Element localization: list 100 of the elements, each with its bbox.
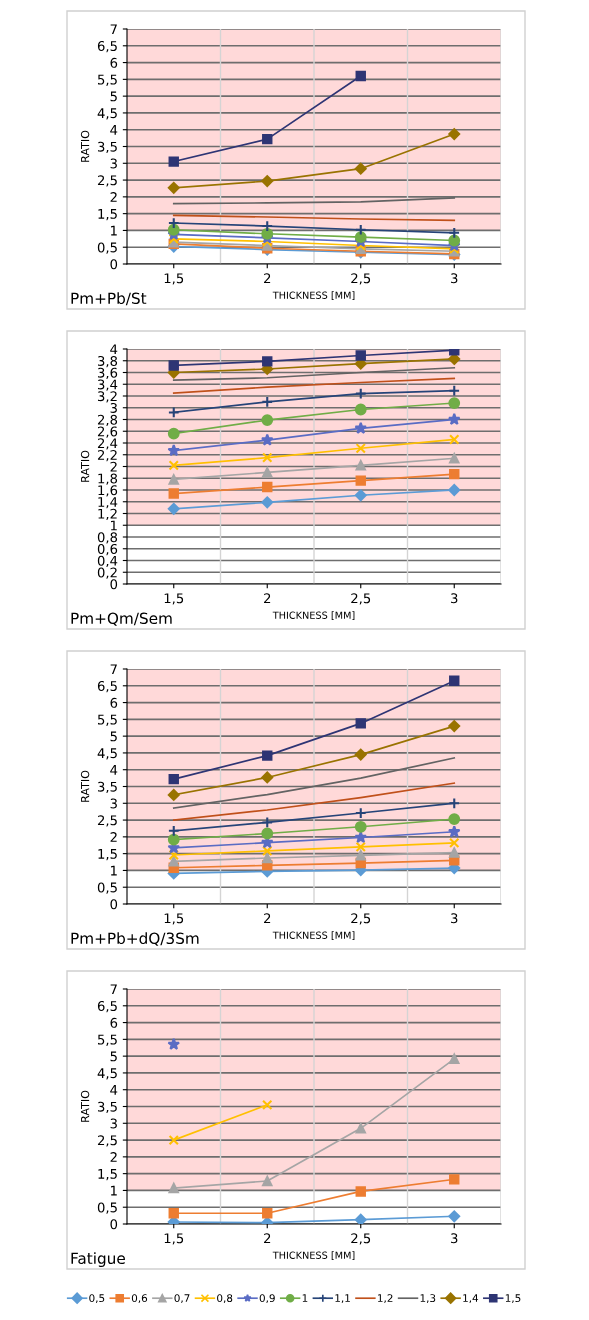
y-tick-label: 3	[110, 798, 117, 809]
y-tick-label: 3,4	[98, 379, 118, 391]
x-tick-label: 2	[264, 913, 271, 924]
legend-label: 1,2	[378, 1294, 393, 1304]
y-tick-label: 3	[110, 402, 117, 413]
y-tick-label: 7	[110, 984, 117, 995]
y-tick-label: 4	[110, 765, 118, 775]
x-tick-label: 2,5	[351, 593, 371, 605]
y-tick-label: 3	[110, 1118, 117, 1129]
y-tick-label: 1,5	[98, 849, 117, 861]
y-tick-label: 2,2	[97, 449, 117, 462]
y-tick-label: 2,4	[97, 438, 118, 450]
y-tick-label: 2,6	[97, 426, 118, 438]
x-axis-title: THICKNESS [MM]	[272, 611, 355, 621]
y-tick-label: 3,2	[98, 391, 117, 403]
y-tick-label: 2	[110, 1152, 117, 1162]
y-tick-label: 1,8	[98, 473, 118, 485]
y-tick-label: 0,5	[97, 1202, 117, 1214]
y-tick-label: 0	[110, 899, 118, 910]
y-tick-label: 3,5	[98, 1101, 117, 1114]
y-tick-label: 6,5	[97, 41, 117, 53]
y-tick-label: 6	[110, 697, 118, 708]
y-tick-label: 2	[110, 461, 117, 472]
x-tick-label: 3	[451, 1233, 458, 1244]
text: Pm+Pb+dQ/3Sm	[71, 932, 199, 946]
y-tick-label: 1	[111, 520, 117, 531]
y-tick-label: 0,8	[97, 532, 118, 544]
y-tick-label: 3,6	[98, 367, 118, 380]
y-tick-label: 0	[110, 259, 118, 270]
y-tick-label: 0,2	[97, 567, 117, 579]
text: Fatigue	[71, 1252, 125, 1267]
y-tick-label: 1	[111, 225, 117, 236]
y-tick-label: 1,2	[98, 508, 117, 521]
y-tick-label: 3,5	[98, 141, 117, 154]
y-axis-title: RATIO	[80, 130, 90, 162]
y-tick-label: 3,5	[98, 781, 117, 794]
y-tick-label: 0,6	[97, 543, 118, 556]
y-tick-label: 3	[110, 158, 117, 169]
y-tick-label: 0,4	[97, 555, 118, 568]
y-tick-label: 4	[110, 1085, 118, 1095]
legend-label: 1,4	[463, 1294, 479, 1304]
legend-label: 0,5	[89, 1294, 105, 1304]
y-tick-label: 2,5	[97, 175, 117, 187]
legend-label: 0,8	[217, 1294, 233, 1304]
y-tick-label: 2	[110, 832, 117, 842]
y-tick-label: 7	[110, 24, 117, 35]
legend-label: 0,6	[131, 1294, 148, 1304]
x-tick-label: 3	[451, 593, 458, 604]
y-tick-label: 0	[110, 1219, 118, 1230]
x-tick-label: 1,5	[164, 593, 184, 605]
y-tick-label: 4,5	[97, 108, 117, 120]
y-tick-label: 5	[110, 1051, 117, 1062]
x-tick-label: 1,5	[164, 913, 184, 925]
legend-label: 0,9	[259, 1294, 275, 1304]
x-tick-label: 2	[264, 273, 271, 284]
x-tick-label: 3	[451, 913, 458, 924]
x-tick-label: 2,5	[351, 1233, 371, 1245]
y-tick-label: 1,6	[98, 485, 118, 497]
y-tick-label: 6	[110, 1017, 118, 1028]
legend-label: 0,7	[174, 1294, 190, 1304]
y-tick-label: 6,5	[97, 681, 117, 693]
x-tick-label: 2	[264, 1233, 271, 1244]
y-tick-label: 4	[110, 125, 118, 135]
y-tick-label: 1	[111, 1185, 117, 1196]
y-tick-label: 2,5	[97, 1135, 117, 1147]
x-tick-label: 3	[451, 273, 458, 284]
y-tick-label: 6,5	[97, 1001, 117, 1013]
y-tick-label: 2,5	[97, 815, 117, 827]
y-tick-label: 5,5	[98, 714, 117, 726]
y-tick-label: 1,4	[98, 497, 118, 509]
y-tick-label: 1,5	[98, 1169, 117, 1181]
x-axis-title: THICKNESS [MM]	[272, 1251, 355, 1261]
x-tick-label: 2,5	[351, 273, 371, 285]
x-tick-label: 1,5	[164, 273, 184, 285]
y-tick-label: 5,5	[98, 74, 117, 86]
y-tick-label: 0,5	[97, 882, 117, 894]
y-tick-label: 5	[110, 731, 117, 742]
y-tick-label: 4,5	[97, 748, 117, 760]
y-tick-label: 1	[111, 865, 117, 876]
x-tick-label: 2	[264, 593, 271, 604]
x-tick-label: 1,5	[164, 1233, 184, 1245]
y-tick-label: 5,5	[98, 1034, 117, 1046]
legend-label: 1,1	[335, 1294, 350, 1304]
y-tick-label: 4	[110, 344, 118, 355]
y-tick-label: 6	[110, 57, 118, 68]
y-tick-label: 2	[110, 192, 117, 202]
x-axis-title: THICKNESS [MM]	[272, 931, 355, 941]
text: Pm+Pb/St	[71, 292, 147, 306]
y-axis-title: RATIO	[80, 450, 90, 482]
text: Pm+Qm/Sem	[71, 612, 172, 626]
x-axis-title: THICKNESS [MM]	[272, 291, 355, 301]
y-axis-title: RATIO	[80, 1090, 90, 1122]
y-axis-title: RATIO	[80, 770, 90, 802]
y-tick-label: 4,5	[97, 1068, 117, 1080]
y-tick-label: 0	[110, 579, 118, 590]
y-tick-label: 1,5	[98, 209, 117, 221]
legend-label: 1	[302, 1294, 308, 1302]
legend-label: 1,3	[420, 1294, 436, 1304]
y-tick-label: 0,5	[97, 242, 117, 254]
y-tick-label: 5	[110, 91, 117, 102]
